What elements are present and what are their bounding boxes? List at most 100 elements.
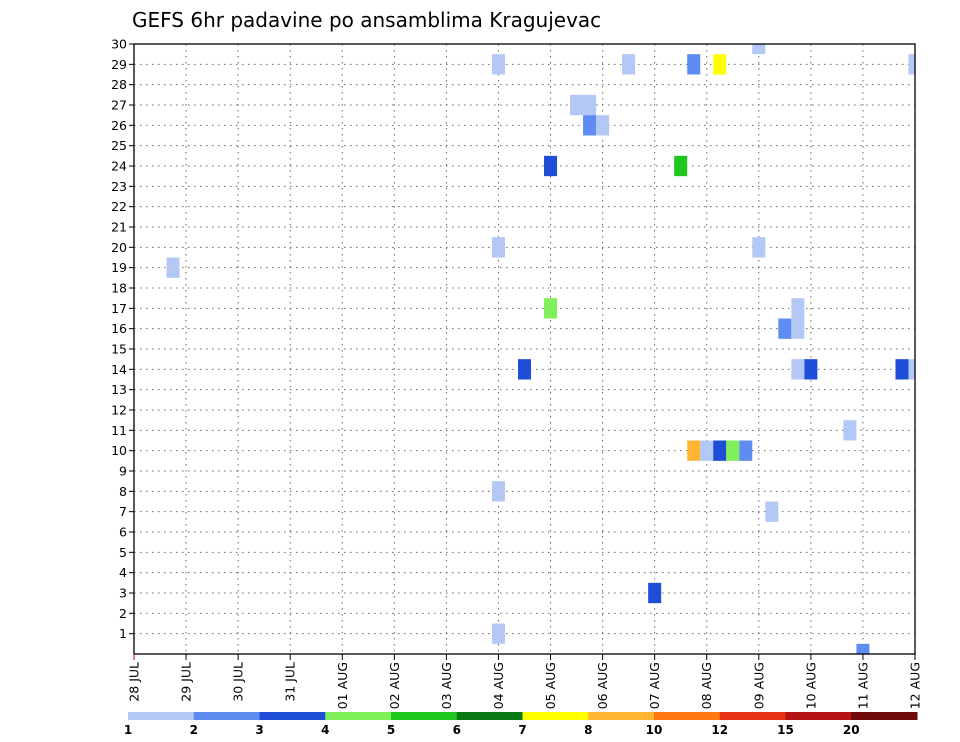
data-cells	[166, 44, 915, 654]
y-tick-label: 4	[119, 565, 127, 580]
colorbar-segment	[719, 712, 786, 720]
data-cell	[648, 582, 662, 604]
y-tick-label: 14	[111, 362, 127, 377]
colorbar-segment	[654, 712, 721, 720]
data-cell	[726, 440, 740, 461]
data-cell	[596, 115, 610, 136]
colorbar-label: 12	[711, 723, 728, 737]
grid-lines	[134, 43, 915, 654]
data-cell	[791, 298, 805, 319]
data-cell	[739, 440, 753, 461]
data-cell	[765, 501, 779, 522]
y-tick-label: 5	[119, 545, 127, 560]
y-tick-label: 1	[119, 626, 127, 641]
data-cell	[491, 237, 505, 258]
colorbar-label: 4	[321, 723, 329, 737]
y-tick-label: 29	[111, 57, 127, 72]
colorbar-segment	[193, 712, 260, 720]
colorbar-segment	[851, 712, 918, 720]
x-tick-label: 29 JUL	[179, 662, 194, 702]
x-tick-label: 30 JUL	[231, 662, 246, 702]
y-tick-label: 25	[111, 138, 127, 153]
colorbar-label: 1	[124, 723, 132, 737]
y-tick-label: 28	[111, 77, 127, 92]
colorbar: 1 2 3 4 5 6 7 8 10 12 15 20	[124, 712, 918, 737]
colorbar-label: 10	[646, 723, 663, 737]
axes: 1234567891011121314151617181920212223242…	[111, 37, 922, 710]
colorbar-segment	[456, 712, 523, 720]
x-tick-label: 08 AUG	[699, 662, 714, 709]
colorbar-label: 6	[453, 723, 461, 737]
colorbar-segment	[128, 712, 195, 720]
data-cell	[674, 155, 688, 177]
colorbar-label: 3	[255, 723, 263, 737]
y-tick-label: 27	[111, 98, 127, 113]
data-cell	[713, 54, 727, 75]
data-cell	[752, 44, 766, 55]
x-tick-label: 05 AUG	[543, 662, 558, 709]
y-tick-label: 3	[119, 586, 127, 601]
x-tick-label: 07 AUG	[647, 662, 662, 709]
colorbar-segment	[259, 712, 326, 720]
x-tick-label: 01 AUG	[335, 662, 350, 709]
x-tick-label: 02 AUG	[387, 662, 402, 709]
x-tick-label: 10 AUG	[803, 662, 818, 709]
y-tick-label: 12	[111, 403, 127, 418]
data-cell	[544, 155, 558, 177]
colorbar-label: 15	[777, 723, 794, 737]
y-tick-label: 30	[111, 37, 127, 52]
x-tick-label: 28 JUL	[127, 662, 142, 702]
data-cell	[778, 318, 792, 339]
y-tick-label: 26	[111, 118, 127, 133]
data-cell	[908, 359, 915, 380]
x-tick-label: 31 JUL	[283, 662, 298, 702]
y-tick-label: 11	[111, 423, 127, 438]
y-tick-label: 19	[111, 260, 127, 275]
data-cell	[687, 440, 701, 461]
colorbar-label: 20	[843, 723, 860, 737]
colorbar-label: 5	[387, 723, 395, 737]
data-cell	[713, 440, 727, 461]
x-tick-label: 03 AUG	[439, 662, 454, 709]
y-tick-label: 15	[111, 342, 127, 357]
y-tick-label: 24	[111, 159, 127, 174]
x-tick-label: 12 AUG	[908, 662, 923, 709]
data-cell	[895, 359, 909, 380]
y-tick-label: 16	[111, 321, 127, 336]
data-cell	[517, 359, 532, 380]
y-tick-label: 13	[111, 382, 127, 397]
y-tick-label: 21	[111, 220, 127, 235]
y-tick-label: 17	[111, 301, 127, 316]
data-cell	[752, 237, 766, 258]
data-cell	[908, 54, 915, 75]
y-tick-label: 8	[119, 484, 127, 499]
y-tick-label: 6	[119, 525, 127, 540]
data-cell	[583, 94, 597, 116]
y-tick-label: 20	[111, 240, 127, 255]
data-cell	[700, 440, 714, 461]
data-cell	[856, 643, 870, 654]
data-cell	[491, 481, 505, 502]
colorbar-segment	[785, 712, 852, 720]
x-tick-label: 06 AUG	[595, 662, 610, 709]
data-cell	[583, 115, 597, 136]
y-tick-label: 10	[111, 443, 127, 458]
chart-title: GEFS 6hr padavine po ansamblima Kragujev…	[132, 8, 601, 32]
data-cell	[791, 359, 805, 380]
y-tick-label: 7	[119, 504, 127, 519]
data-cell	[570, 94, 584, 116]
y-tick-label: 22	[111, 199, 127, 214]
colorbar-label: 7	[518, 723, 526, 737]
data-cell	[622, 54, 636, 75]
colorbar-label: 8	[584, 723, 592, 737]
data-cell	[843, 420, 857, 441]
y-tick-label: 18	[111, 281, 127, 296]
colorbar-segment	[588, 712, 655, 720]
x-tick-label: 04 AUG	[491, 662, 506, 709]
y-tick-label: 9	[119, 464, 127, 479]
x-tick-label: 11 AUG	[855, 662, 870, 709]
colorbar-label: 2	[190, 723, 198, 737]
data-cell	[491, 623, 505, 644]
data-cell	[544, 298, 558, 319]
